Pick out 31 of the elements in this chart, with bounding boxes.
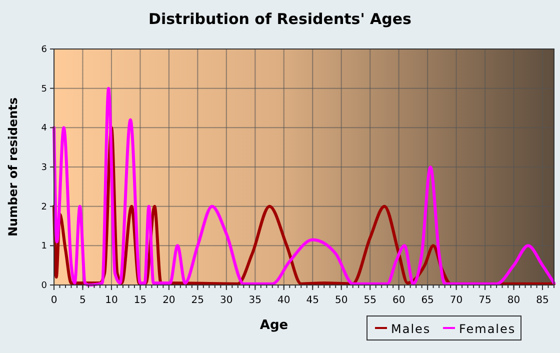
- y-tick-label: 0: [41, 281, 48, 291]
- x-tick-label: 60: [392, 295, 406, 306]
- x-tick-label: 55: [364, 295, 376, 306]
- y-axis-title: Number of residents: [6, 97, 20, 237]
- y-tick-label: 6: [41, 45, 48, 55]
- x-tick-label: 35: [248, 295, 262, 306]
- x-tick-label: 0: [50, 295, 58, 306]
- x-tick-label: 20: [162, 295, 176, 306]
- x-tick-label: 5: [80, 295, 86, 306]
- x-tick-label: 40: [278, 295, 290, 306]
- line-series: [52, 86, 556, 286]
- x-tick-label: 75: [478, 295, 492, 306]
- x-tick-label: 30: [220, 295, 233, 306]
- chart-title: Distribution of Residents' Ages: [148, 10, 412, 28]
- x-tick-label: 25: [191, 295, 204, 306]
- x-tick-label: 65: [421, 295, 434, 306]
- x-tick-label: 15: [134, 295, 147, 306]
- x-tick-label: 85: [536, 295, 549, 306]
- x-tick-label: 70: [450, 295, 463, 306]
- y-tick-label: 1: [41, 242, 47, 252]
- legend-label: Females: [459, 322, 516, 336]
- y-tick-label: 3: [41, 163, 47, 173]
- y-tick-label: 5: [41, 84, 47, 94]
- x-axis-title: Age: [260, 318, 288, 333]
- x-tick-label: 80: [507, 295, 520, 306]
- legend-label: Males: [391, 322, 431, 336]
- y-tick-label: 2: [41, 202, 47, 212]
- y-tick-label: 4: [41, 124, 48, 134]
- x-tick-label: 10: [105, 295, 118, 306]
- x-tick-label: 50: [334, 295, 348, 306]
- x-tick-label: 45: [306, 295, 319, 306]
